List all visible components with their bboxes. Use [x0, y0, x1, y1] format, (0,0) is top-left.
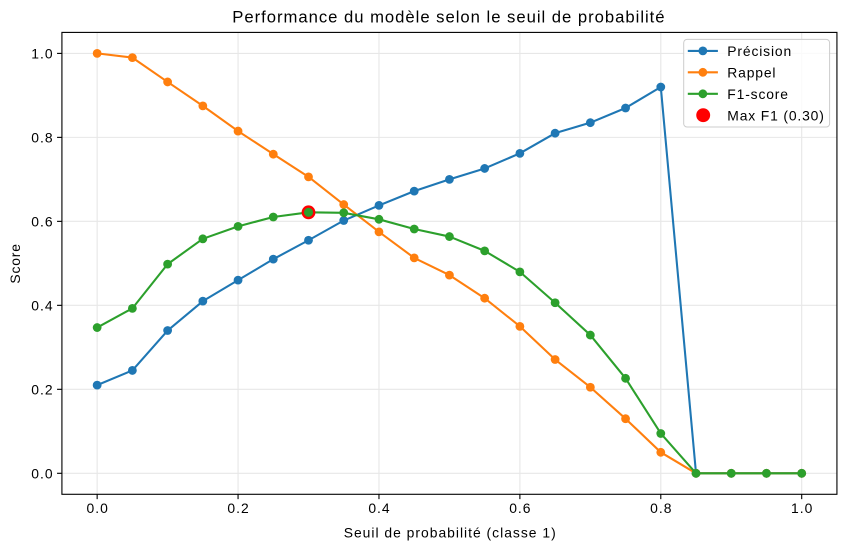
- svg-text:0.2: 0.2: [31, 381, 53, 397]
- svg-text:0.6: 0.6: [31, 213, 53, 229]
- svg-text:F1-score: F1-score: [727, 86, 789, 102]
- svg-text:0.4: 0.4: [368, 500, 390, 516]
- svg-text:0.2: 0.2: [227, 500, 249, 516]
- svg-text:Précision: Précision: [727, 43, 792, 59]
- svg-text:0.0: 0.0: [87, 500, 109, 516]
- svg-text:0.8: 0.8: [31, 129, 53, 145]
- svg-text:0.4: 0.4: [31, 297, 53, 313]
- svg-text:Seuil de probabilité (classe 1: Seuil de probabilité (classe 1): [344, 525, 557, 541]
- svg-text:1.0: 1.0: [791, 500, 813, 516]
- svg-text:Rappel: Rappel: [727, 65, 776, 81]
- svg-text:1.0: 1.0: [31, 46, 53, 62]
- svg-text:Max F1 (0.30): Max F1 (0.30): [727, 108, 824, 124]
- svg-text:0.8: 0.8: [650, 500, 672, 516]
- svg-text:0.0: 0.0: [31, 465, 53, 481]
- svg-text:Performance du modèle selon le: Performance du modèle selon le seuil de …: [232, 8, 665, 27]
- svg-text:Score: Score: [7, 243, 23, 284]
- svg-text:0.6: 0.6: [509, 500, 531, 516]
